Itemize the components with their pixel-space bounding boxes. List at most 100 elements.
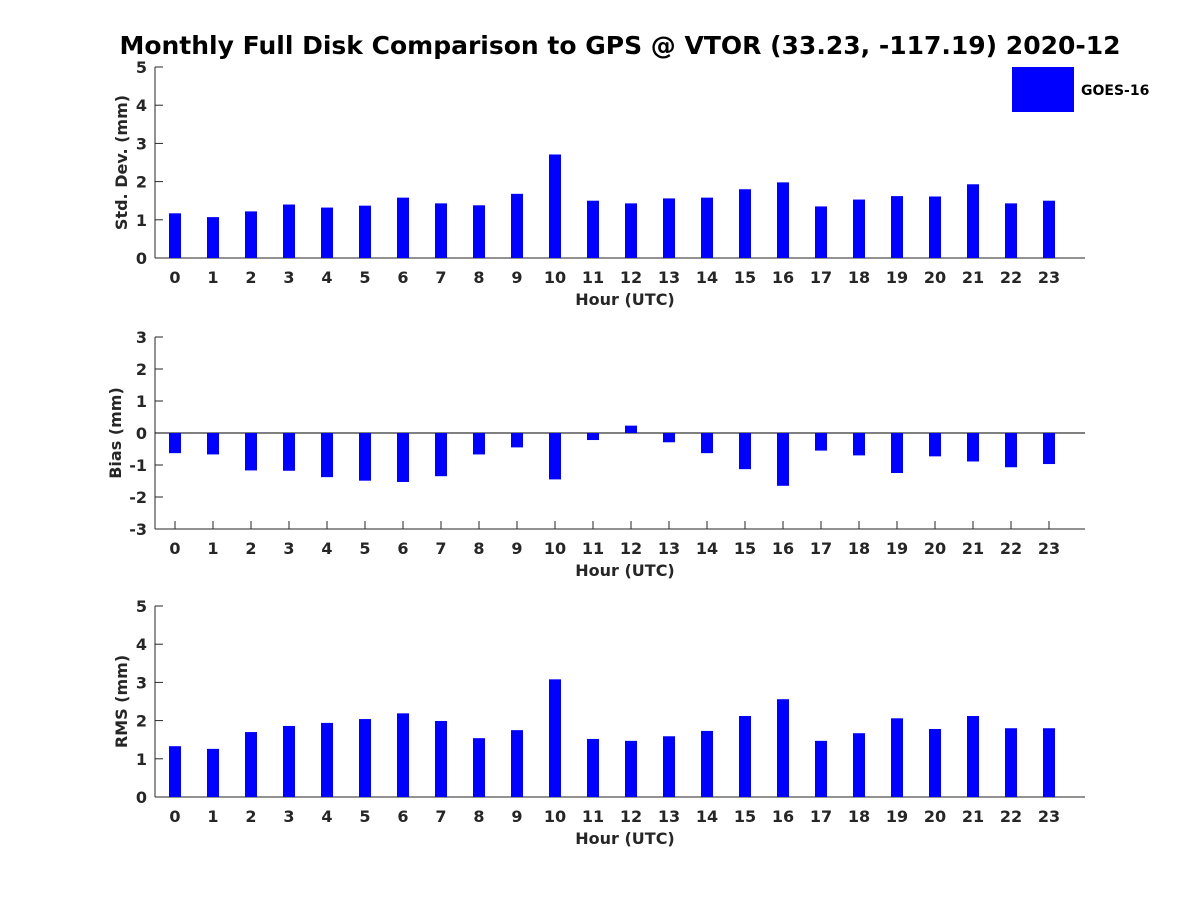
y-tick-label: 0 <box>136 788 147 807</box>
bar <box>663 433 675 443</box>
x-tick-label: 0 <box>169 539 180 558</box>
x-tick-label: 6 <box>397 268 408 287</box>
bar <box>1043 433 1055 465</box>
x-tick-label: 13 <box>658 539 680 558</box>
x-tick-label: 15 <box>734 807 756 826</box>
bar <box>283 204 295 258</box>
x-axis-label: Hour (UTC) <box>575 561 675 580</box>
bar <box>1005 728 1017 797</box>
legend-swatch <box>1012 67 1074 112</box>
x-tick-label: 3 <box>283 539 294 558</box>
x-tick-label: 10 <box>544 807 566 826</box>
x-tick-label: 4 <box>321 539 332 558</box>
x-tick-label: 17 <box>810 268 832 287</box>
x-tick-label: 6 <box>397 807 408 826</box>
x-tick-label: 20 <box>924 268 946 287</box>
bar <box>549 679 561 797</box>
legend: GOES-16 <box>1012 67 1149 112</box>
x-tick-label: 20 <box>924 807 946 826</box>
bar <box>473 433 485 455</box>
bar <box>815 740 827 797</box>
x-tick-label: 0 <box>169 268 180 287</box>
y-axis-label: Bias (mm) <box>106 387 125 479</box>
x-tick-label: 13 <box>658 268 680 287</box>
x-tick-label: 16 <box>772 539 794 558</box>
x-tick-label: 8 <box>473 539 484 558</box>
bar <box>777 433 789 486</box>
x-tick-label: 21 <box>962 268 984 287</box>
x-tick-label: 11 <box>582 539 604 558</box>
x-tick-label: 22 <box>1000 539 1022 558</box>
x-tick-label: 17 <box>810 807 832 826</box>
bar <box>929 729 941 797</box>
bar <box>283 725 295 797</box>
bar <box>853 199 865 258</box>
x-tick-label: 14 <box>696 807 718 826</box>
x-tick-label: 19 <box>886 268 908 287</box>
x-tick-label: 18 <box>848 807 870 826</box>
x-tick-label: 8 <box>473 268 484 287</box>
x-tick-label: 12 <box>620 807 642 826</box>
x-tick-label: 18 <box>848 539 870 558</box>
x-tick-label: 14 <box>696 539 718 558</box>
x-tick-label: 9 <box>511 539 522 558</box>
x-tick-label: 1 <box>207 268 218 287</box>
bar <box>701 433 713 454</box>
y-tick-label: -3 <box>129 520 147 539</box>
x-tick-label: 2 <box>245 268 256 287</box>
bar <box>853 733 865 797</box>
legend-label: GOES-16 <box>1081 83 1149 99</box>
bar <box>739 189 751 258</box>
y-tick-label: 3 <box>136 134 147 153</box>
bar <box>473 205 485 258</box>
x-tick-label: 5 <box>359 268 370 287</box>
x-tick-label: 2 <box>245 539 256 558</box>
bar <box>701 730 713 797</box>
x-tick-label: 23 <box>1038 268 1060 287</box>
x-tick-label: 3 <box>283 268 294 287</box>
bar <box>207 217 219 258</box>
bar <box>397 433 409 482</box>
bar <box>853 433 865 456</box>
x-tick-label: 16 <box>772 268 794 287</box>
bar <box>511 730 523 797</box>
bar <box>663 198 675 258</box>
y-tick-label: 0 <box>136 424 147 443</box>
bar <box>511 193 523 258</box>
bar <box>169 746 181 797</box>
x-tick-label: 11 <box>582 268 604 287</box>
x-tick-label: 1 <box>207 807 218 826</box>
x-tick-label: 8 <box>473 807 484 826</box>
bar <box>169 213 181 258</box>
bar <box>967 433 979 462</box>
x-tick-label: 5 <box>359 539 370 558</box>
x-tick-label: 0 <box>169 807 180 826</box>
y-tick-label: 2 <box>136 173 147 192</box>
bar <box>473 738 485 797</box>
x-tick-label: 6 <box>397 539 408 558</box>
x-tick-label: 23 <box>1038 539 1060 558</box>
x-tick-label: 3 <box>283 807 294 826</box>
y-tick-label: 4 <box>136 96 147 115</box>
bar <box>245 732 257 797</box>
y-tick-label: 4 <box>136 635 147 654</box>
bar <box>321 207 333 258</box>
bar <box>587 200 599 258</box>
bar <box>587 433 599 441</box>
bar <box>397 197 409 258</box>
y-axis-label: RMS (mm) <box>112 655 131 748</box>
bar <box>435 720 447 797</box>
y-tick-label: 3 <box>136 328 147 347</box>
bar <box>169 433 181 454</box>
x-tick-label: 12 <box>620 268 642 287</box>
bar <box>929 196 941 258</box>
y-tick-label: 5 <box>136 597 147 616</box>
x-tick-label: 10 <box>544 539 566 558</box>
chart-title: Monthly Full Disk Comparison to GPS @ VT… <box>119 31 1120 60</box>
bar <box>967 716 979 797</box>
y-tick-label: 1 <box>136 392 147 411</box>
bar <box>587 738 599 797</box>
